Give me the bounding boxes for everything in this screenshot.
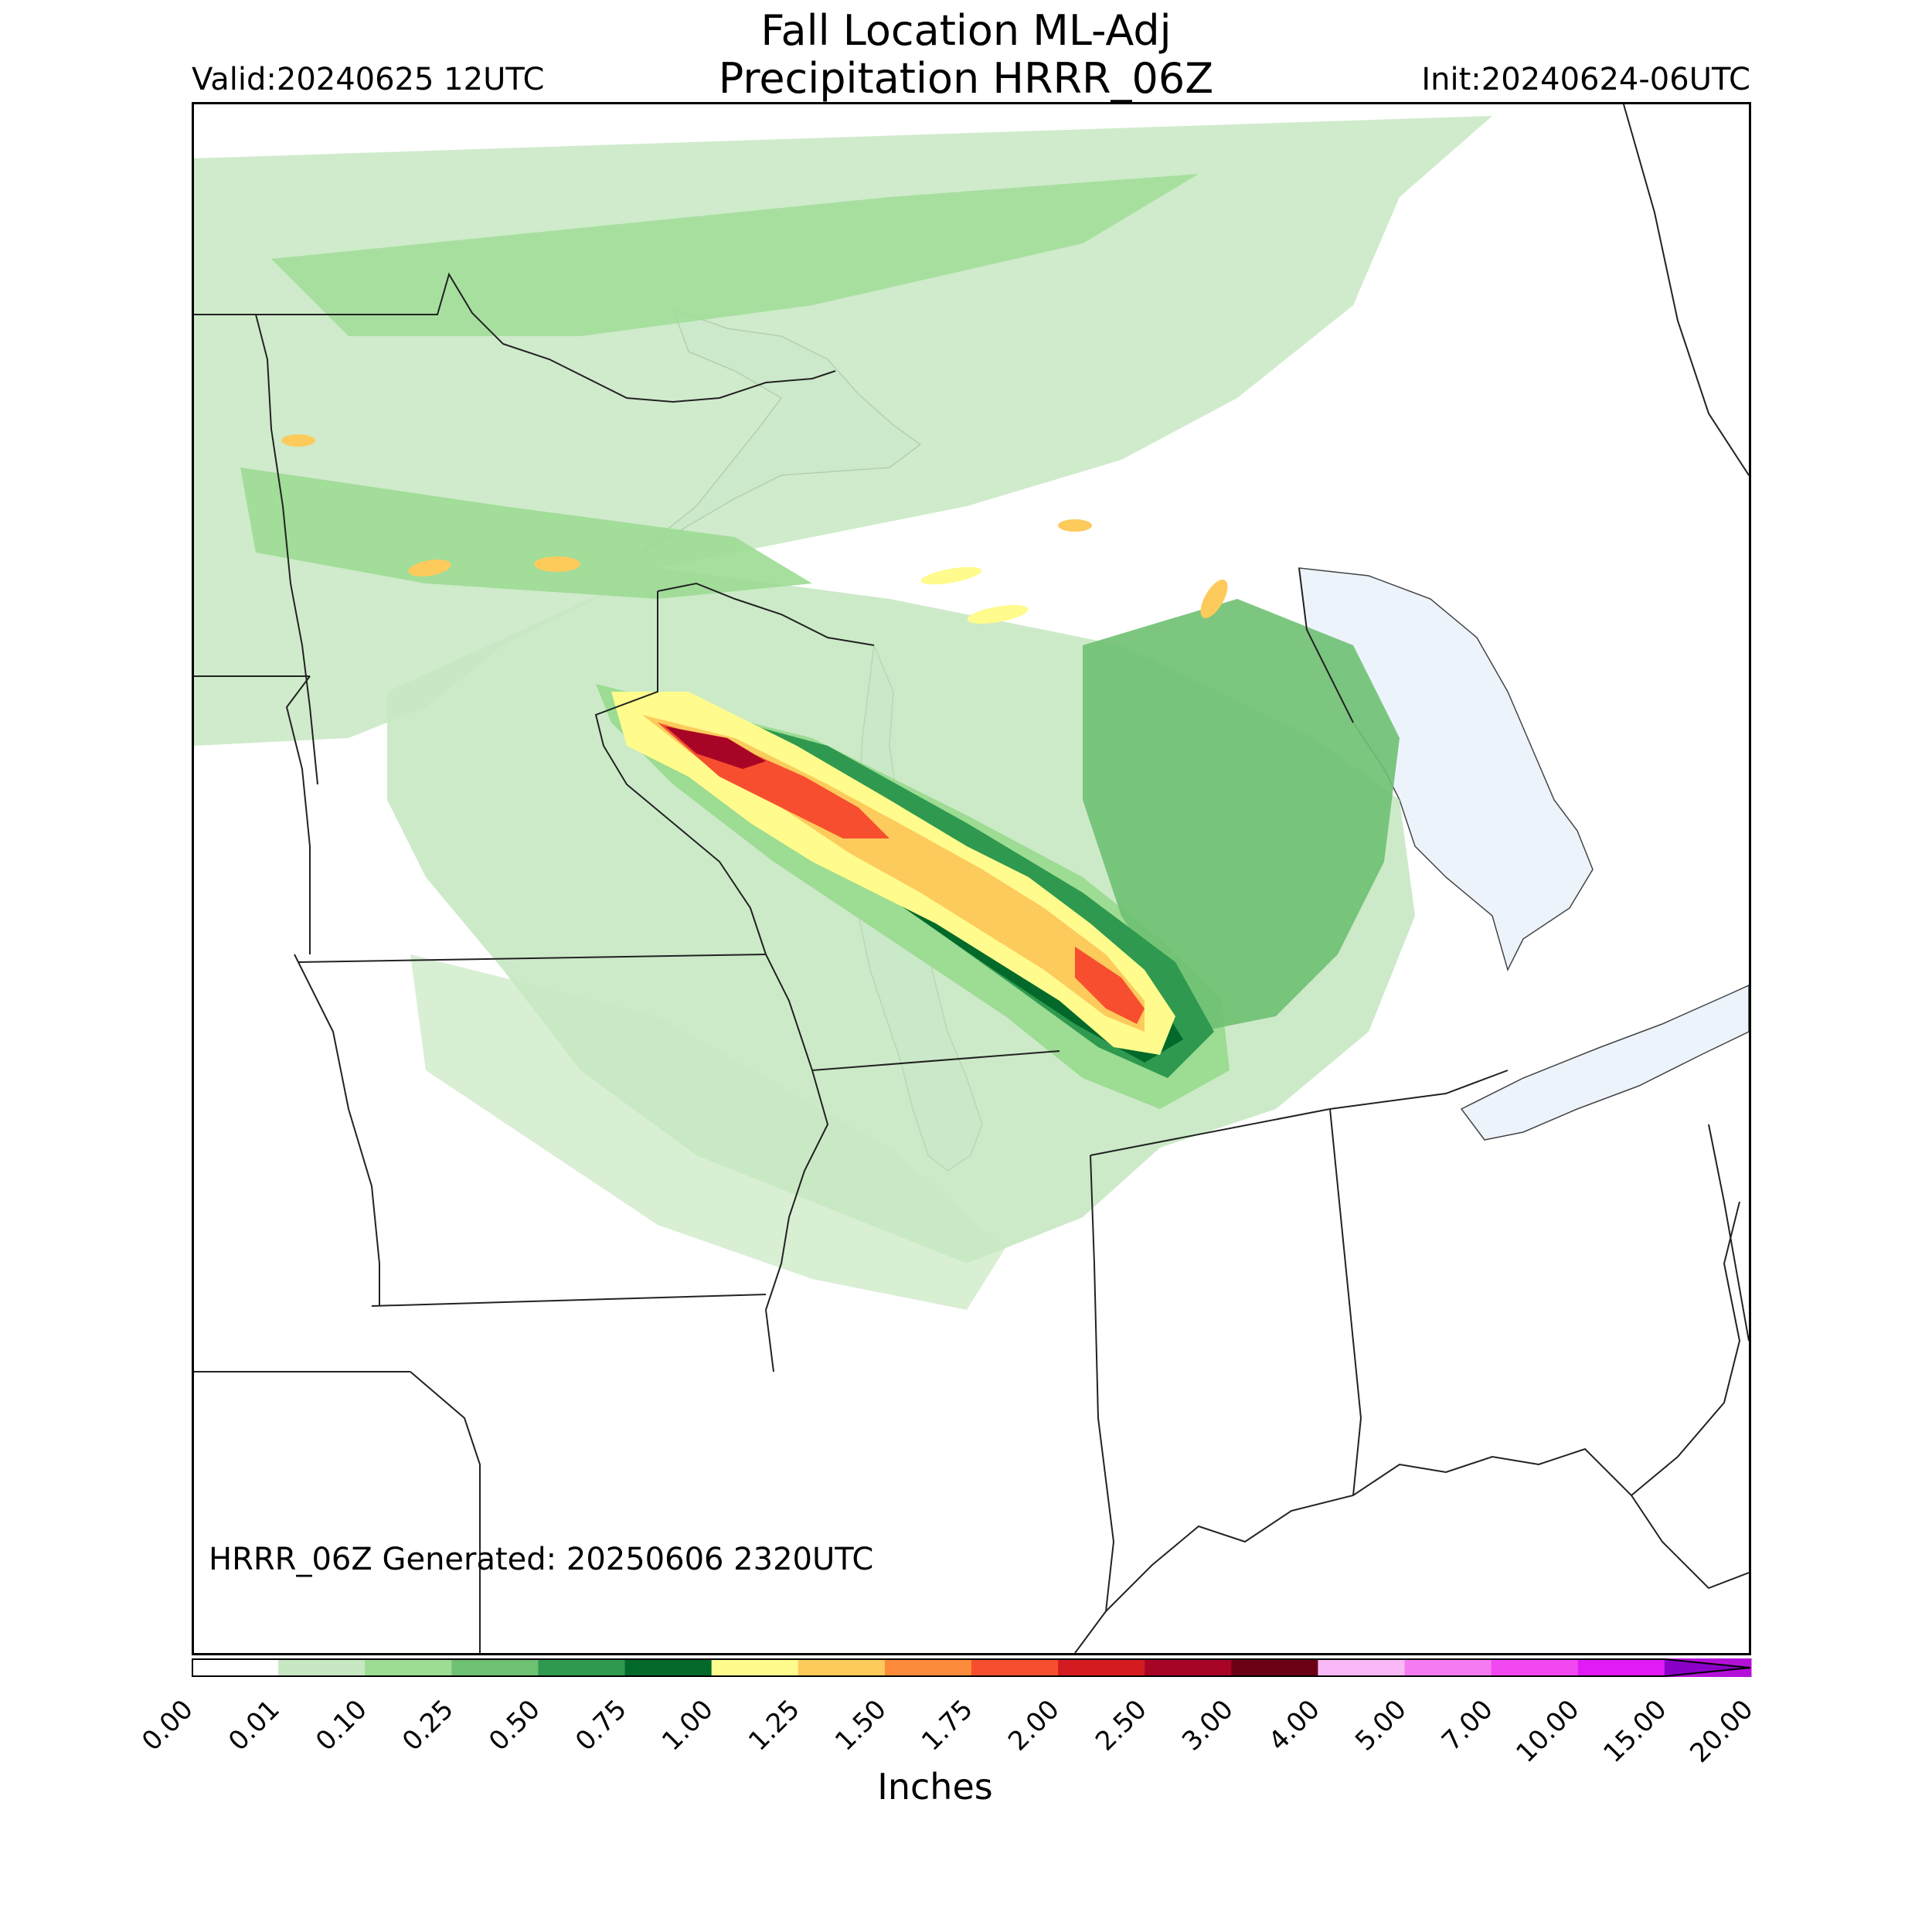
colorbar-tick-label: 0.01	[223, 1693, 287, 1757]
border-ohio-river	[1105, 1447, 1749, 1612]
precipitation-field	[194, 116, 1492, 1310]
precip-core-darkred	[665, 726, 766, 769]
colorbar-tick-label: 2.50	[1089, 1693, 1153, 1757]
colorbar-segment	[451, 1658, 539, 1677]
map-title-line2: Precipitation HRRR_06Z	[718, 54, 1214, 103]
border-oh-pa-wv	[1708, 1124, 1749, 1342]
precip-spot-3	[408, 560, 451, 577]
colorbar-tick-label: 7.00	[1435, 1693, 1499, 1757]
political-borders	[194, 104, 1749, 1653]
colorbar-segment	[1404, 1658, 1492, 1677]
colorbar-segment	[278, 1658, 366, 1677]
precip-spot-4	[1058, 519, 1092, 532]
border-ia-mo	[371, 1294, 767, 1307]
border-sd-mn-south	[285, 675, 311, 954]
colorbar-segment	[884, 1658, 972, 1677]
border-mn-ia	[298, 954, 767, 963]
colorbar-segment	[538, 1658, 626, 1677]
precip-area-green-band-2	[271, 174, 1199, 336]
colorbar-segment	[971, 1658, 1059, 1677]
colorbar-tick-label: 0.25	[396, 1693, 460, 1757]
colorbar-tick-label: 4.00	[1262, 1693, 1326, 1757]
colorbar-extend-arrow	[1664, 1658, 1751, 1677]
colorbar-segment	[798, 1658, 886, 1677]
border-oh-mi	[1329, 1070, 1509, 1110]
border-mi-ontario	[1298, 567, 1354, 723]
colorbar-segment	[1577, 1658, 1665, 1677]
colorbar-segment	[624, 1658, 713, 1677]
border-ks-mo	[410, 1371, 481, 1653]
colorbar	[192, 1658, 1752, 1677]
colorbar-tick-label: 1.25	[743, 1693, 806, 1757]
colorbar-tick-label: 1.00	[655, 1693, 719, 1757]
colorbar-tick-label: 0.75	[569, 1693, 633, 1757]
colorbar-tick-label: 1.75	[916, 1693, 980, 1757]
colorbar-segment	[1231, 1658, 1318, 1677]
colorbar-segment	[365, 1658, 452, 1677]
border-in-mi	[1090, 1108, 1331, 1156]
border-nd-mn	[255, 314, 318, 785]
colorbar-segment	[1318, 1658, 1406, 1677]
border-wi-il	[811, 1050, 1060, 1071]
colorbar-tick-label: 15.00	[1597, 1693, 1673, 1769]
precip-area-green-mi	[1083, 599, 1400, 1032]
colorbar-tick-label: 0.10	[309, 1693, 373, 1757]
colorbar-tick-label: 2.00	[1002, 1693, 1066, 1757]
precip-spot-5	[1200, 580, 1228, 618]
border-mn-wi	[594, 591, 767, 955]
precip-spot-6	[920, 566, 982, 585]
precip-spot-2	[281, 434, 315, 447]
init-time-label: Init:20240624-06UTC	[1421, 62, 1750, 97]
precip-core-red-se	[1075, 947, 1145, 1024]
colorbar-tick-label: 20.00	[1684, 1693, 1760, 1769]
colorbar-segment	[711, 1658, 799, 1677]
colorbar-tick-label: 0.00	[136, 1693, 200, 1757]
border-wi-mi	[657, 582, 875, 646]
map-title-line1: Fall Location ML-Adj	[760, 6, 1172, 55]
lake-erie	[1460, 985, 1749, 1141]
colorbar-segment	[192, 1658, 279, 1677]
border-on-qc	[1623, 104, 1749, 476]
border-canada-us-west	[194, 272, 836, 403]
precip-area-green-band-1	[240, 468, 812, 599]
colorbar-label: Inches	[877, 1766, 993, 1808]
map-panel	[192, 102, 1751, 1655]
generated-timestamp: HRRR_06Z Generated: 20250606 2320UTC	[209, 1542, 874, 1577]
colorbar-tick-label: 1.50	[829, 1693, 893, 1757]
border-in-oh	[1329, 1108, 1362, 1496]
precipitation-map	[194, 104, 1749, 1653]
border-ia-il	[764, 954, 829, 1372]
colorbar-tick-label: 3.00	[1175, 1693, 1240, 1757]
precip-area-light-sw	[410, 954, 1005, 1310]
precip-spot-1	[534, 556, 580, 572]
colorbar-segment	[1491, 1658, 1579, 1677]
valid-time-label: Valid:20240625 12UTC	[192, 62, 545, 97]
border-ne-ia	[294, 954, 380, 1306]
precip-spot-7	[967, 604, 1029, 624]
colorbar-tick-label: 0.50	[482, 1693, 546, 1757]
border-il-in	[1074, 1155, 1115, 1653]
colorbar-tick-label: 10.00	[1510, 1693, 1586, 1769]
colorbar-segment	[1058, 1658, 1145, 1677]
colorbar-segment	[1145, 1658, 1232, 1677]
border-wv-ky	[1631, 1201, 1741, 1496]
colorbar-tick-label: 5.00	[1349, 1693, 1413, 1757]
colorbar-outline	[192, 1658, 1751, 1677]
